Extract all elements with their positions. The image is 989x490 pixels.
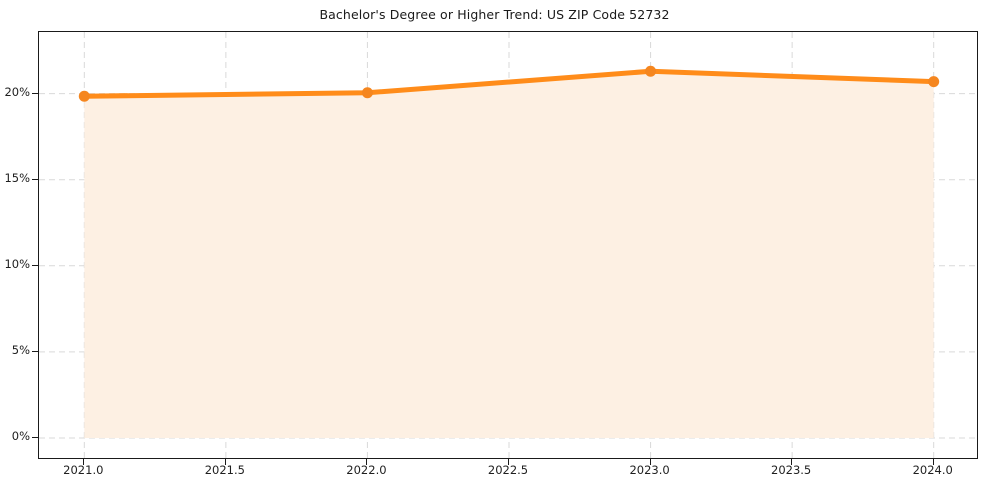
data-point-2023 [645,65,657,77]
trend-line [81,68,937,99]
x-tick-label-1: 2021.5 [204,463,245,477]
x-tick-mark-4 [649,459,651,465]
data-point-2024 [928,76,940,88]
x-tick-label-2: 2022.0 [346,463,387,477]
plot-canvas [39,32,977,458]
x-tick-label-5: 2023.5 [771,463,812,477]
x-tick-mark-0 [83,459,85,465]
y-tick-mark-4 [32,92,38,94]
area-fill [84,71,934,438]
x-tick-mark-3 [508,459,509,465]
x-tick-mark-6 [932,459,934,465]
data-point-2021 [78,90,90,102]
y-axis-tick-labels: 0% 5% 10% 15% 20% [0,0,30,490]
y-tick-mark-0 [32,436,38,438]
y-tick-label-4: 20% [4,84,30,99]
x-tick-label-4: 2023.0 [629,463,670,477]
chart-title: Bachelor's Degree or Higher Trend: US ZI… [319,7,670,22]
y-tick-label-3: 15% [4,170,30,185]
y-tick-mark-2 [32,264,38,266]
data-point-markers [78,65,940,102]
data-point-2022 [361,87,373,99]
x-tick-label-0: 2021.0 [63,463,104,477]
y-tick-label-2: 10% [4,256,30,271]
y-tick-label-0: 0% [11,428,30,443]
plot-area [38,31,978,459]
y-tick-mark-1 [32,350,38,352]
y-tick-mark-3 [32,178,38,180]
x-tick-mark-5 [791,459,793,465]
x-tick-mark-2 [366,459,368,465]
y-tick-label-1: 5% [11,342,30,357]
x-tick-mark-1 [224,459,226,465]
x-tick-label-3: 2022.5 [487,463,529,477]
x-tick-label-6: 2024.0 [912,463,953,477]
